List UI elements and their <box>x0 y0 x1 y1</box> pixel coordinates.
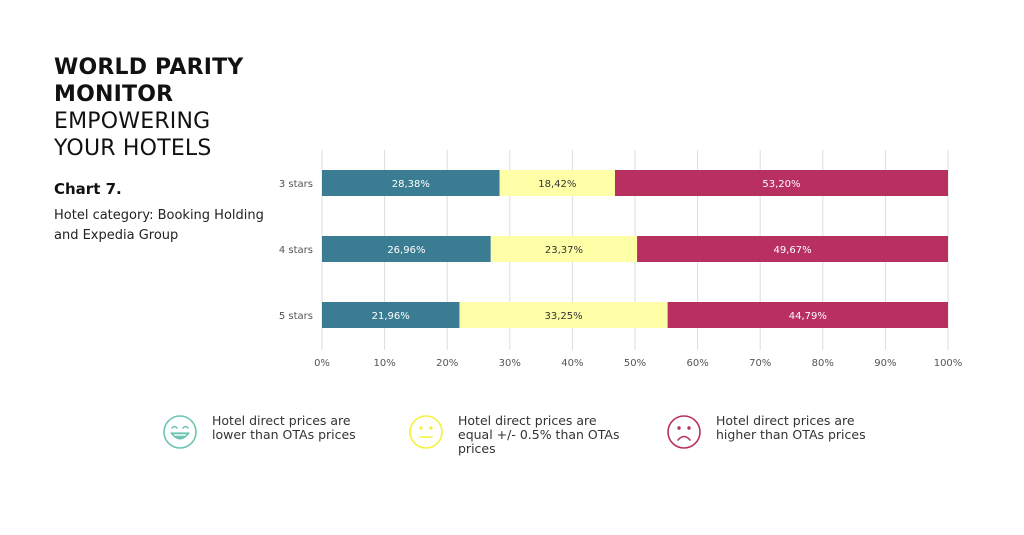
x-tick-label: 100% <box>934 358 963 369</box>
y-category-label: 5 stars <box>279 311 313 322</box>
bar-segment-higher <box>614 170 948 196</box>
x-tick-label: 90% <box>874 358 896 369</box>
data-label: 53,20% <box>762 179 800 190</box>
x-tick-label: 50% <box>624 358 646 369</box>
x-tick-label: 70% <box>749 358 771 369</box>
x-tick-label: 80% <box>812 358 834 369</box>
data-label: 28,38% <box>392 179 430 190</box>
x-tick-label: 40% <box>561 358 583 369</box>
bar-segment-equal <box>499 170 615 196</box>
x-tick-label: 0% <box>314 358 330 369</box>
y-category-label: 4 stars <box>279 245 313 256</box>
bar-segment-equal <box>459 302 668 328</box>
x-tick-label: 10% <box>373 358 395 369</box>
legend-label-higher: Hotel direct prices are higher than OTAs… <box>716 413 866 442</box>
data-label: 18,42% <box>538 179 576 190</box>
bar-segment-lower <box>322 170 500 196</box>
bar-segment-higher <box>667 302 948 328</box>
legend-item-lower: Hotel direct prices are lower than OTAs … <box>162 414 382 450</box>
x-tick-label: 60% <box>686 358 708 369</box>
data-label: 23,37% <box>545 245 583 256</box>
legend-label-equal: Hotel direct prices are equal +/- 0.5% t… <box>458 413 620 456</box>
legend-item-equal: Hotel direct prices are equal +/- 0.5% t… <box>408 414 628 456</box>
legend-item-higher: Hotel direct prices are higher than OTAs… <box>666 414 886 450</box>
page-title-line1: WORLD PARITY <box>54 55 244 80</box>
data-label: 21,96% <box>372 311 410 322</box>
neutral-face-icon <box>409 415 443 449</box>
bar-segment-lower <box>322 236 491 262</box>
frowning-face-icon <box>667 415 701 449</box>
bar-segment-lower <box>322 302 460 328</box>
page-title-line2: MONITOR <box>54 82 174 107</box>
data-label: 33,25% <box>544 311 582 322</box>
stacked-bar-chart: 0% 10% 20% 30% 40% 50% 60% 70% 80% 90% 100% 3 stars… <box>279 150 963 369</box>
legend-label-lower: Hotel direct prices are lower than OTAs … <box>212 413 356 442</box>
page-subtitle-line1: EMPOWERING <box>54 109 211 134</box>
page-subtitle-line2: YOUR HOTELS <box>54 136 212 161</box>
x-tick-label: 30% <box>499 358 521 369</box>
bar-segment-higher <box>637 236 948 262</box>
chart-description: Hotel category: Booking Holding and Expe… <box>54 208 264 243</box>
smiling-face-icon <box>163 415 197 449</box>
data-label: 44,79% <box>789 311 827 322</box>
bar-segment-equal <box>490 236 638 262</box>
data-label: 26,96% <box>387 245 425 256</box>
data-label: 49,67% <box>773 245 811 256</box>
y-category-label: 3 stars <box>279 179 313 190</box>
title-block: WORLD PARITY MONITOR EMPOWERING YOUR HOT… <box>54 54 243 162</box>
chart-number: Chart 7. <box>54 180 122 198</box>
x-tick-label: 20% <box>436 358 458 369</box>
